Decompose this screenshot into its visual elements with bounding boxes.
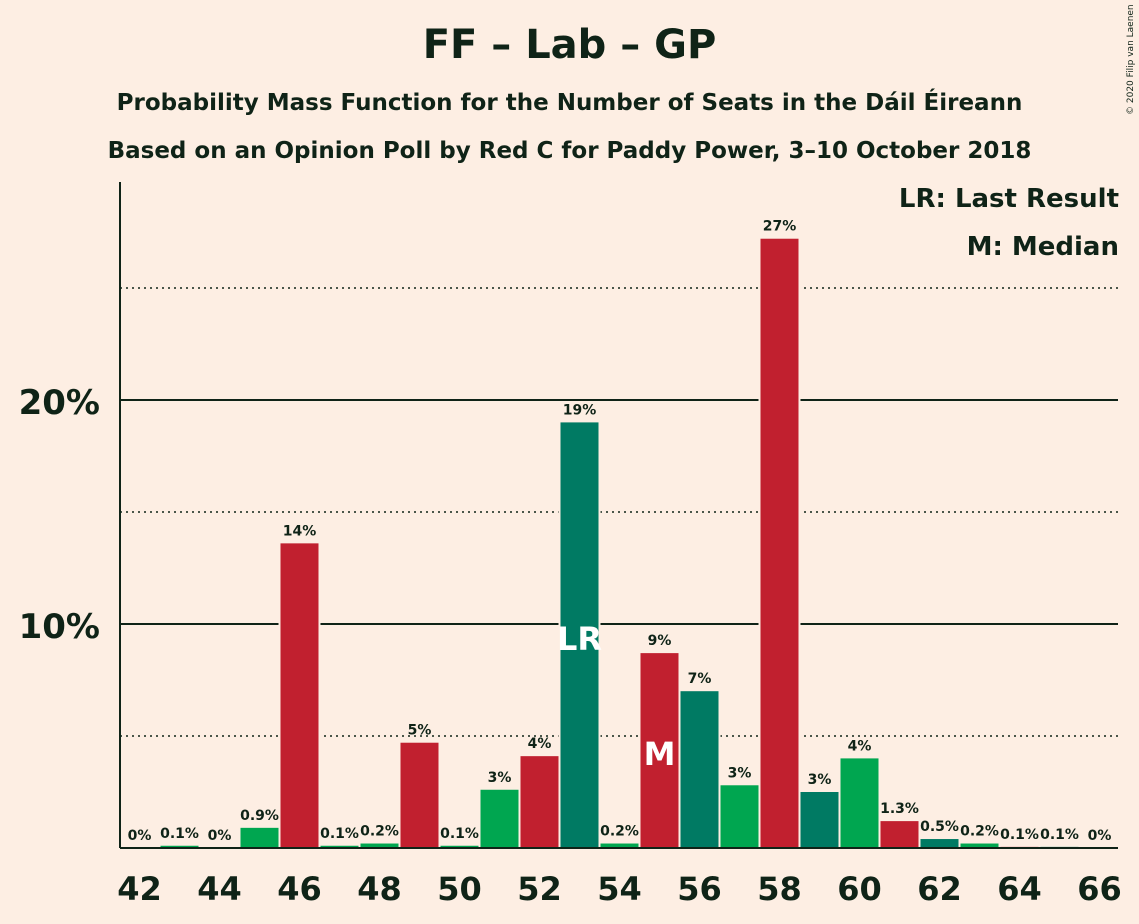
chart-title: FF – Lab – GP — [422, 22, 717, 68]
bar-value-label: 14% — [283, 523, 317, 539]
bar-43 — [160, 845, 199, 848]
bar-halo — [1038, 844, 1081, 848]
bar-value-label: 0.2% — [960, 824, 999, 840]
bar-56 — [680, 691, 719, 848]
x-tick-label: 64 — [997, 870, 1042, 908]
bar-value-label: 0% — [208, 828, 232, 844]
bar-50 — [440, 845, 479, 848]
x-tick-label: 66 — [1077, 870, 1122, 908]
bar-62 — [920, 839, 959, 848]
bar-value-label: 0.1% — [1000, 827, 1039, 843]
bar-value-label: 3% — [728, 765, 752, 781]
bar-halo — [998, 844, 1041, 848]
bar-49 — [400, 742, 439, 848]
y-tick-label: 20% — [19, 383, 100, 423]
bar-46 — [280, 543, 319, 848]
bar-value-label: 5% — [408, 723, 432, 739]
last-result-marker: LR — [557, 620, 602, 658]
bar-52 — [520, 756, 559, 848]
bar-57 — [720, 785, 759, 848]
bar-45 — [240, 827, 279, 848]
median-marker: M — [644, 735, 676, 773]
bar-value-label: 1.3% — [880, 801, 919, 817]
y-tick-label: 10% — [19, 607, 100, 647]
bar-value-label: 0% — [128, 828, 152, 844]
x-tick-label: 50 — [437, 870, 482, 908]
x-tick-label: 44 — [197, 870, 242, 908]
legend-median: M: Median — [966, 232, 1119, 262]
bar-value-label: 0.1% — [1040, 827, 1079, 843]
bar-54 — [600, 843, 639, 848]
x-tick-label: 58 — [757, 870, 802, 908]
bar-value-label: 4% — [528, 736, 552, 752]
bar-value-label: 4% — [848, 738, 872, 754]
bar-value-label: 0.2% — [360, 824, 399, 840]
x-tick-label: 60 — [837, 870, 882, 908]
bar-53 — [560, 422, 599, 848]
chart-subtitle-source: Based on an Opinion Poll by Red C for Pa… — [107, 138, 1032, 164]
legend-last-result: LR: Last Result — [898, 184, 1119, 214]
bar-value-label: 0.1% — [320, 826, 359, 842]
bar-60 — [840, 758, 879, 848]
bar-55 — [640, 653, 679, 848]
x-tick-label: 56 — [677, 870, 722, 908]
bar-value-label: 19% — [563, 402, 597, 418]
bar-value-label: 3% — [808, 772, 832, 788]
x-tick-label: 48 — [357, 870, 402, 908]
x-tick-label: 46 — [277, 870, 322, 908]
bar-61 — [880, 821, 919, 848]
x-tick-label: 52 — [517, 870, 562, 908]
bar-58 — [760, 238, 799, 849]
x-tick-label: 42 — [117, 870, 162, 908]
bar-value-label: 0.5% — [920, 819, 959, 835]
x-tick-label: 62 — [917, 870, 962, 908]
bar-59 — [800, 792, 839, 848]
bar-63 — [960, 843, 999, 848]
bar-value-label: 0.1% — [440, 826, 479, 842]
bar-51 — [480, 789, 519, 848]
bar-47 — [320, 845, 359, 848]
bar-value-label: 3% — [488, 770, 512, 786]
bar-48 — [360, 843, 399, 848]
chart-subtitle: Probability Mass Function for the Number… — [116, 90, 1023, 116]
bar-value-label: 0% — [1088, 828, 1112, 844]
bar-value-label: 7% — [688, 671, 712, 687]
bar-value-label: 27% — [763, 219, 797, 235]
x-tick-label: 54 — [597, 870, 642, 908]
bar-value-label: 9% — [648, 633, 672, 649]
bar-value-label: 0.1% — [160, 826, 199, 842]
bar-value-label: 0.9% — [240, 808, 279, 824]
bar-value-label: 0.2% — [600, 824, 639, 840]
